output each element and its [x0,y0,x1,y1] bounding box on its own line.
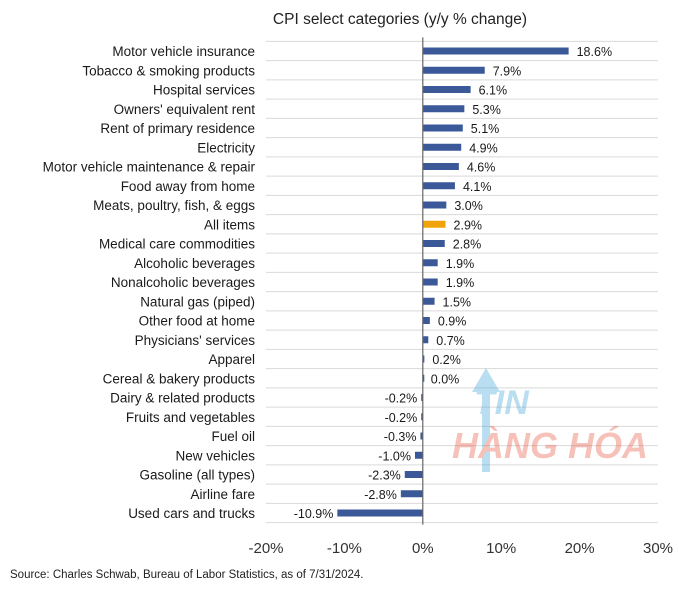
x-tick-label: 0% [412,540,434,557]
category-labels: Motor vehicle insurance Tobacco & smoking… [43,44,256,521]
category-label: Dairy & related products [110,391,255,406]
value-label: 6.1% [479,84,508,98]
category-label: Airline fare [190,487,255,502]
category-label: Motor vehicle maintenance & repair [43,160,256,175]
bar-other-food-at-home [422,317,430,324]
value-label: -1.0% [378,449,411,463]
value-label: 0.0% [431,372,460,386]
bar-fuel-oil [420,432,423,440]
category-label: Apparel [208,352,255,367]
bar-nonalcoholic-beverages [422,278,438,286]
bar-meats-poultry-fish-eggs [422,201,447,209]
category-label: Fruits and vegetables [126,410,255,425]
value-label: 3.0% [454,199,483,213]
watermark-line1: TIN [474,384,530,422]
bar-medical-care-commodities [422,240,445,247]
bar-airline-fare [400,490,423,498]
bar-tobacco-smoking-products [422,66,485,74]
x-tick-label: -20% [248,540,283,557]
chart-title: CPI select categories (y/y % change) [273,11,527,28]
value-label: 4.6% [467,161,496,175]
bar-cereal-bakery-products [422,374,425,382]
source-note: Source: Charles Schwab, Bureau of Labor … [10,569,364,581]
bar-motor-vehicle-insurance [422,47,569,55]
value-label: -2.3% [368,469,401,483]
x-axis: -20% -10% 0% 10% 20% 30% [248,37,673,557]
value-label: -10.9% [294,507,334,521]
x-tick-label: 10% [486,540,516,557]
category-label: Natural gas (piped) [140,294,255,309]
value-label: 4.9% [469,141,498,155]
category-label: Nonalcoholic beverages [111,275,255,290]
value-label: -2.8% [364,488,397,502]
value-label: 1.9% [446,276,475,290]
bar-used-cars-and-trucks [337,509,423,517]
value-label: 0.7% [436,334,465,348]
category-label: Physicians' services [135,333,256,348]
bar-hospital-services [422,86,471,93]
category-label: Medical care commodities [99,237,255,252]
category-label: Hospital services [153,83,255,98]
bar-natural-gas-piped- [422,297,435,305]
category-label: Motor vehicle insurance [112,44,255,59]
category-label: Meats, poultry, fish, & eggs [93,198,255,213]
category-label: Gasoline (all types) [139,468,255,483]
value-label: 5.3% [472,103,501,117]
value-label: 0.9% [438,315,467,329]
category-label: Cereal & bakery products [103,371,256,386]
value-label: 1.9% [446,257,475,271]
bar-alcoholic-beverages [422,259,438,267]
category-label: New vehicles [175,448,255,463]
bar-dairy-related-products [421,394,423,401]
category-label: Electricity [197,140,255,155]
category-label: All items [204,217,255,232]
x-tick-label: 20% [565,540,595,557]
bars [337,47,569,517]
watermark-line2: HÀNG HÓA [452,425,648,466]
bar-rent-of-primary-residence [422,124,463,132]
value-label: 2.8% [453,238,482,252]
value-label: 1.5% [443,295,472,309]
value-label: 18.6% [577,45,612,59]
value-labels: 18.6% 7.9% 6.1% 5.3% 5.1% 4.9% 4.6% 4.1% 3.0% 2.9… [294,45,612,521]
category-label: Food away from home [121,179,255,194]
grid-lines [266,40,658,524]
cpi-bar-chart: CPI select categories (y/y % change) Mot… [43,11,673,557]
category-label: Owners' equivalent rent [114,102,256,117]
category-label: Alcoholic beverages [134,256,255,271]
value-label: 0.2% [432,353,461,367]
watermark-logo: TIN HÀNG HÓA [452,368,648,472]
bar-apparel [422,355,425,363]
category-label: Rent of primary residence [100,121,255,136]
value-label: -0.3% [384,430,417,444]
bar-fruits-and-vegetables [421,413,423,421]
category-label: Used cars and trucks [128,506,255,521]
bar-physicians-services [422,336,429,344]
bar-owners-equivalent-rent [422,105,465,113]
x-tick-label: 30% [643,540,673,557]
category-label: Tobacco & smoking products [82,63,255,78]
category-label: Other food at home [139,314,255,329]
bar-all-items [422,220,446,228]
value-label: 2.9% [454,218,483,232]
value-label: -0.2% [385,411,418,425]
value-label: 7.9% [493,64,521,78]
value-label: -0.2% [385,392,418,406]
bar-motor-vehicle-maintenance-repair [422,163,459,170]
category-label: Fuel oil [211,429,255,444]
value-label: 4.1% [463,180,492,194]
bar-new-vehicles [414,451,423,459]
bar-electricity [422,143,462,151]
bar-food-away-from-home [422,182,455,190]
bar-gasoline-all-types- [404,471,423,478]
value-label: 5.1% [471,122,500,136]
x-tick-label: -10% [327,540,362,557]
